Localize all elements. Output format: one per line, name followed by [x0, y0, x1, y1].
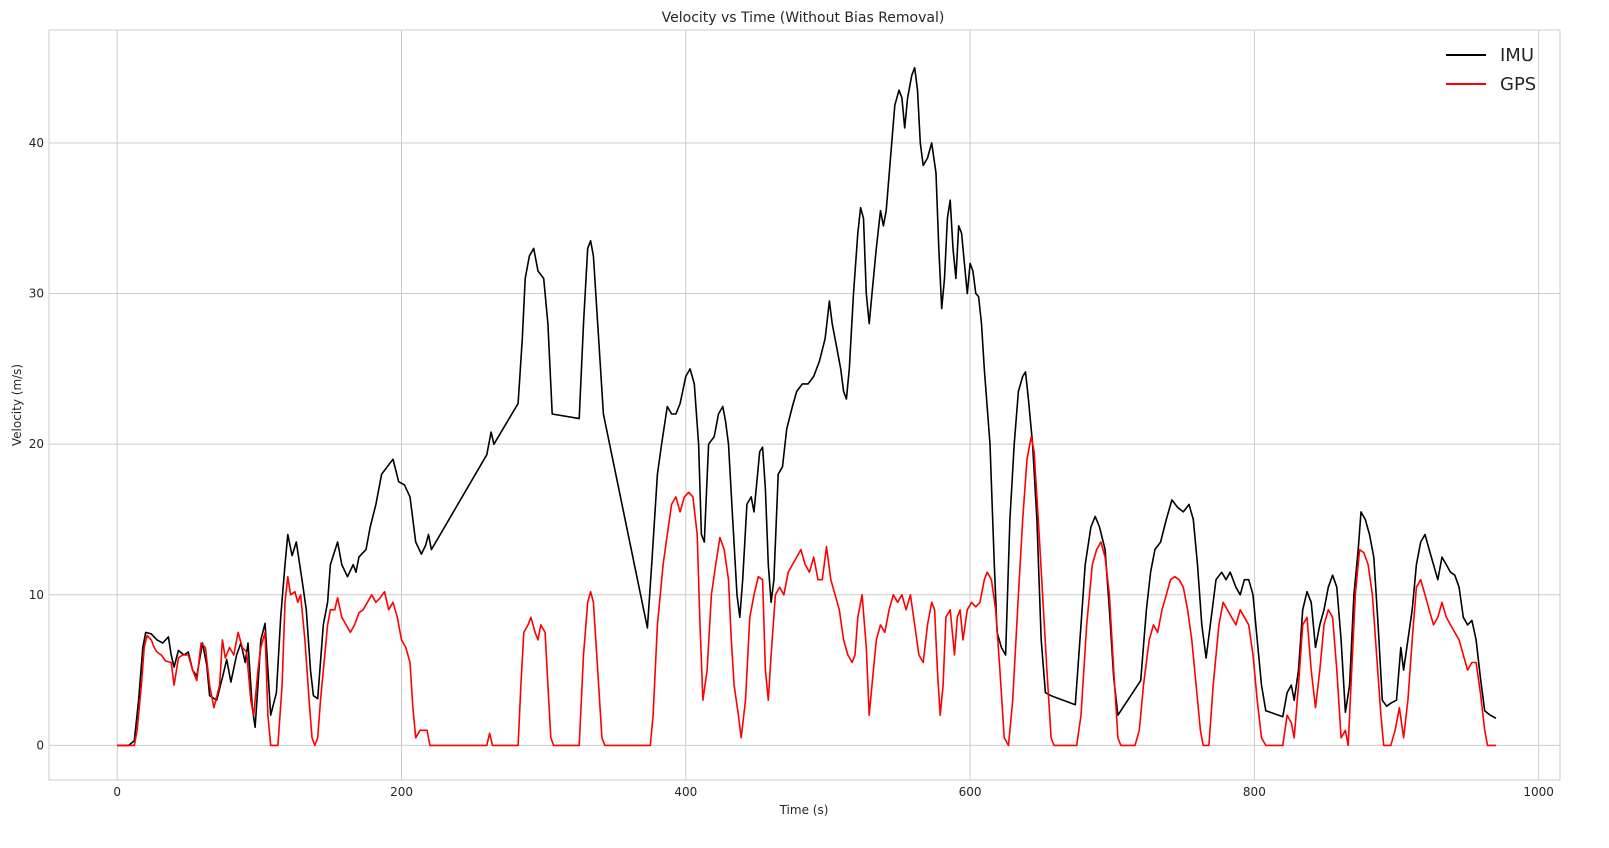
x-tick-label: 200	[390, 785, 413, 799]
plot-area	[48, 29, 1561, 781]
y-tick-label: 30	[29, 287, 44, 301]
y-tick-label: 20	[29, 437, 44, 451]
y-axis-label: Velocity (m/s)	[10, 364, 24, 446]
x-axis-ticks: 0 200 400 600 800 1000	[113, 785, 1554, 799]
x-tick-label: 800	[1243, 785, 1266, 799]
x-tick-label: 1000	[1523, 785, 1554, 799]
series-lines	[117, 66, 1497, 747]
y-tick-label: 10	[29, 588, 44, 602]
x-tick-label: 600	[959, 785, 982, 799]
x-axis-label: Time (s)	[779, 803, 829, 817]
chart-title: Velocity vs Time (Without Bias Removal)	[662, 10, 945, 26]
y-tick-label: 0	[36, 738, 44, 752]
grid	[49, 30, 1560, 780]
legend-label-gps: GPS	[1500, 74, 1536, 95]
x-tick-label: 400	[674, 785, 697, 799]
y-tick-label: 40	[29, 136, 44, 150]
legend: IMU GPS	[1446, 45, 1536, 95]
legend-label-imu: IMU	[1500, 45, 1534, 66]
series-line-gps	[117, 435, 1496, 747]
series-line-imu	[117, 66, 1497, 747]
x-tick-label: 0	[113, 785, 121, 799]
y-axis-ticks: 0 10 20 30 40	[29, 136, 44, 752]
